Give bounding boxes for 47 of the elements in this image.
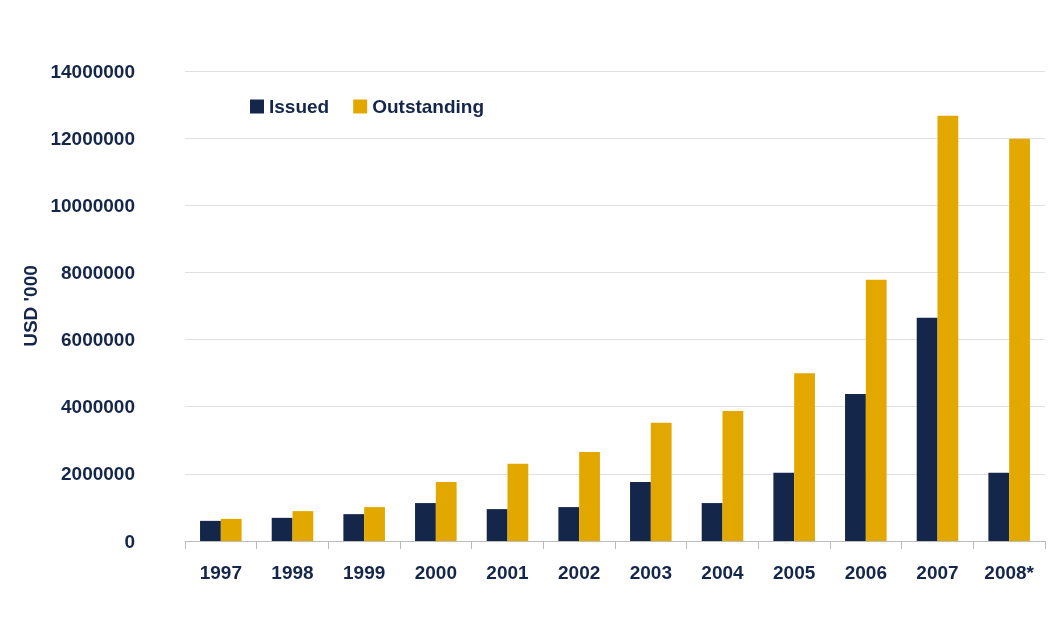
bar <box>988 472 1010 541</box>
x-tick-label: 2001 <box>486 562 530 583</box>
bar <box>630 481 651 541</box>
bar <box>916 317 938 541</box>
x-tick-label: 1999 <box>343 562 386 583</box>
bar <box>292 511 314 541</box>
bar <box>486 509 508 541</box>
y-tick-label: 0 <box>124 530 135 552</box>
bar <box>507 463 529 541</box>
y-tick-label: 8000000 <box>61 261 135 283</box>
x-tick-label: 1998 <box>271 562 314 583</box>
bar <box>794 373 815 541</box>
y-tick-label: 14000000 <box>50 60 135 82</box>
x-tick-label: 2003 <box>629 562 672 583</box>
y-axis-title: USD '000 <box>19 265 41 347</box>
bar <box>220 518 242 541</box>
bar <box>773 472 795 541</box>
bar <box>701 503 723 541</box>
y-tick-label: 6000000 <box>61 329 135 351</box>
bar <box>579 452 600 541</box>
bar <box>722 411 744 541</box>
x-tick-label: 2002 <box>558 562 601 583</box>
x-tick-label: 2008* <box>984 562 1035 583</box>
bar <box>650 422 672 541</box>
bar <box>364 507 385 541</box>
bar <box>343 514 365 541</box>
legend-label: Issued <box>269 96 330 117</box>
bar <box>415 503 436 541</box>
bar <box>1009 138 1030 541</box>
bar <box>435 481 457 541</box>
bar <box>200 520 221 541</box>
x-tick-label: 2000 <box>414 562 457 583</box>
y-tick-label: 12000000 <box>50 127 135 149</box>
x-tick-label: 2007 <box>916 562 959 583</box>
legend-label: Outstanding <box>372 96 485 117</box>
bar <box>558 507 580 541</box>
x-tick-label: 2005 <box>773 562 816 583</box>
x-tick-label: 2006 <box>844 562 887 583</box>
y-tick-label: 4000000 <box>61 396 135 418</box>
bar <box>271 517 293 541</box>
bar <box>937 115 959 541</box>
bar <box>865 279 887 541</box>
bar <box>845 393 866 541</box>
y-tick-label: 2000000 <box>61 463 135 485</box>
x-tick-label: 1997 <box>199 562 242 583</box>
x-tick-label: 2004 <box>701 562 745 583</box>
y-tick-label: 10000000 <box>50 194 135 216</box>
